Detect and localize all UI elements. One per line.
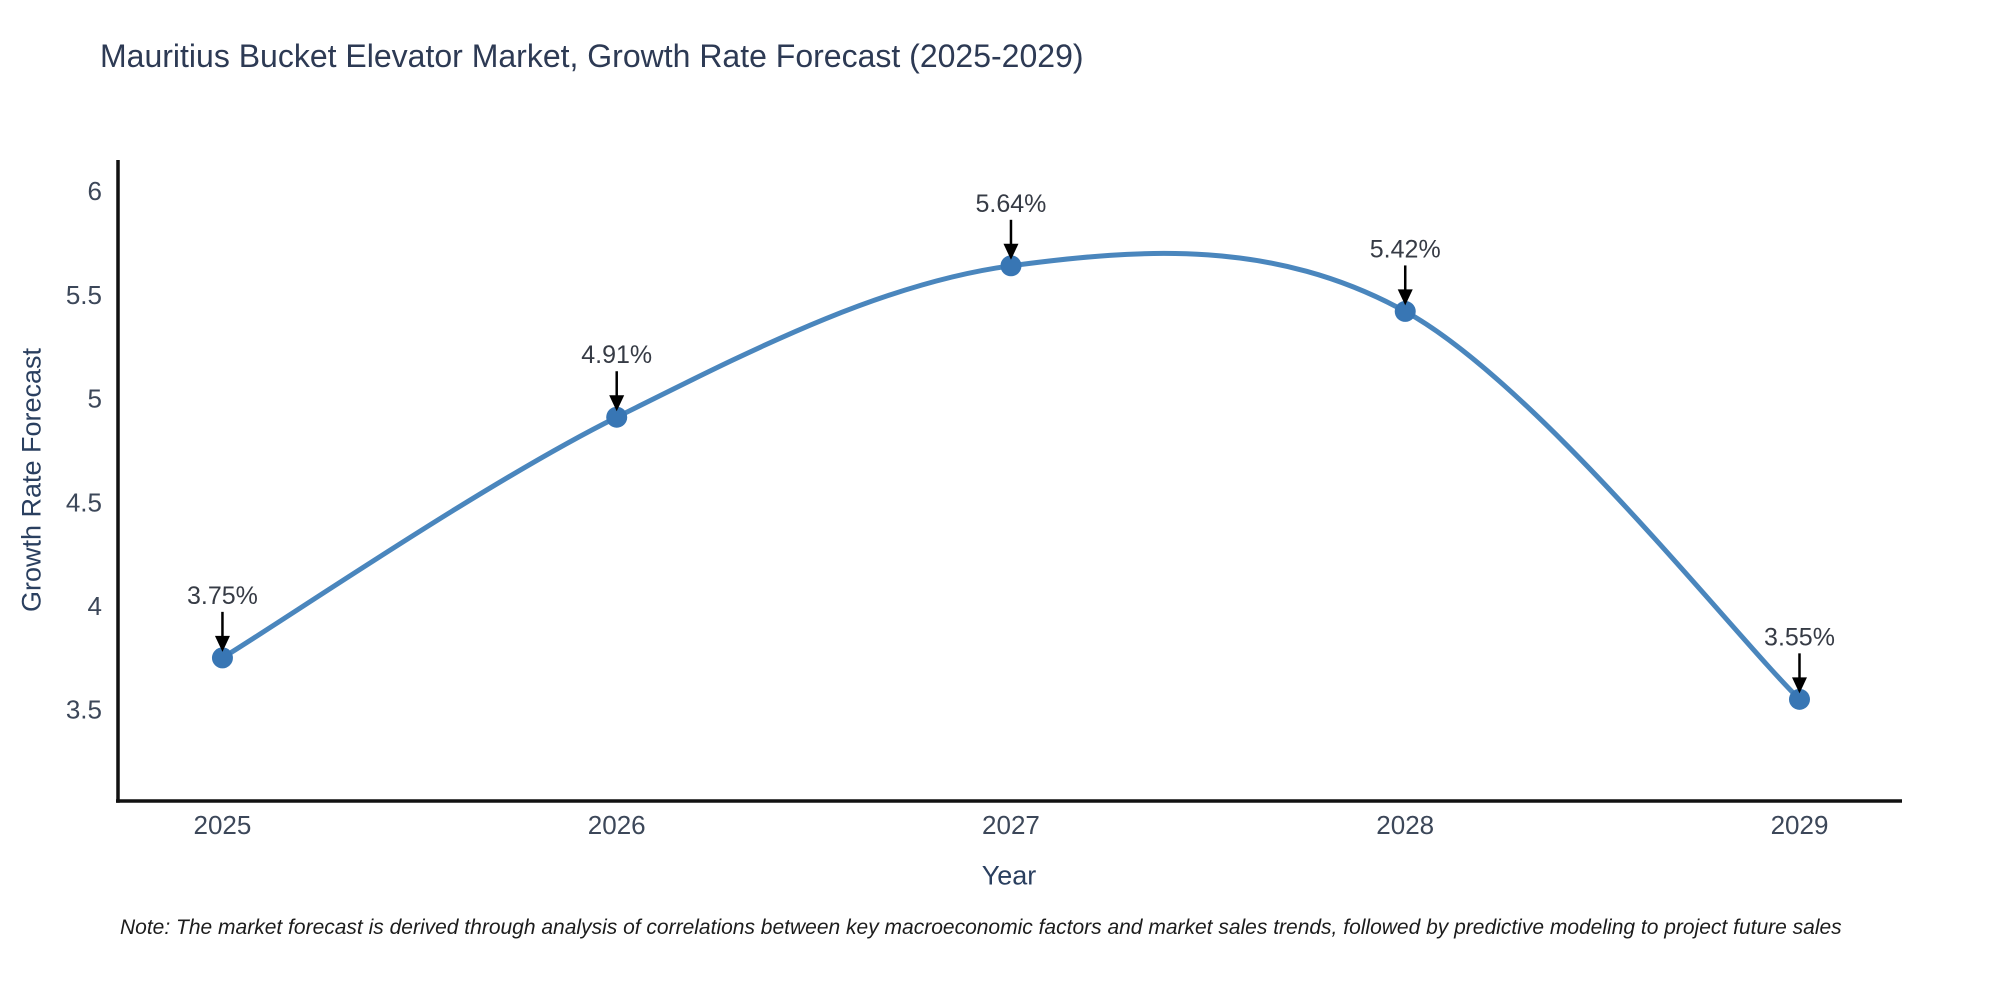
y-tick-label-4: 4 bbox=[88, 591, 102, 621]
point-label-2028: 5.42% bbox=[1370, 235, 1441, 263]
data-point-2025 bbox=[211, 647, 233, 669]
x-tick-label-2026: 2026 bbox=[588, 810, 646, 840]
y-tick-label-4.5: 4.5 bbox=[66, 487, 102, 517]
point-label-2025: 3.75% bbox=[187, 582, 258, 610]
x-tick-label-2027: 2027 bbox=[982, 810, 1040, 840]
annotation-arrow-head bbox=[1397, 289, 1413, 306]
annotation-arrow-head bbox=[1003, 243, 1019, 260]
trend-line bbox=[219, 250, 1802, 702]
y-tick-label-5.5: 5.5 bbox=[66, 280, 102, 310]
annotation-arrow-head bbox=[214, 635, 230, 652]
x-tick-label-2025: 2025 bbox=[194, 810, 252, 840]
point-label-2026: 4.91% bbox=[581, 341, 652, 369]
chart-title: Mauritius Bucket Elevator Market, Growth… bbox=[100, 38, 1084, 74]
x-tick-label-2029: 2029 bbox=[1771, 810, 1829, 840]
data-point-2027 bbox=[1000, 255, 1022, 277]
point-label-2027: 5.64% bbox=[976, 190, 1047, 218]
x-axis-title: Year bbox=[981, 860, 1037, 891]
x-tick-label-2028: 2028 bbox=[1376, 810, 1434, 840]
data-point-2028 bbox=[1394, 300, 1416, 322]
annotation-arrow-head bbox=[609, 395, 625, 412]
y-tick-label-3.5: 3.5 bbox=[66, 695, 102, 725]
y-tick-label-5: 5 bbox=[88, 384, 102, 414]
data-point-2029 bbox=[1788, 688, 1810, 710]
point-label-2029: 3.55% bbox=[1764, 623, 1835, 651]
data-point-2026 bbox=[606, 406, 628, 428]
y-tick-label-6: 6 bbox=[88, 176, 102, 206]
footnote-text: Note: The market forecast is derived thr… bbox=[120, 916, 1842, 939]
annotation-arrow-head bbox=[1791, 677, 1807, 694]
